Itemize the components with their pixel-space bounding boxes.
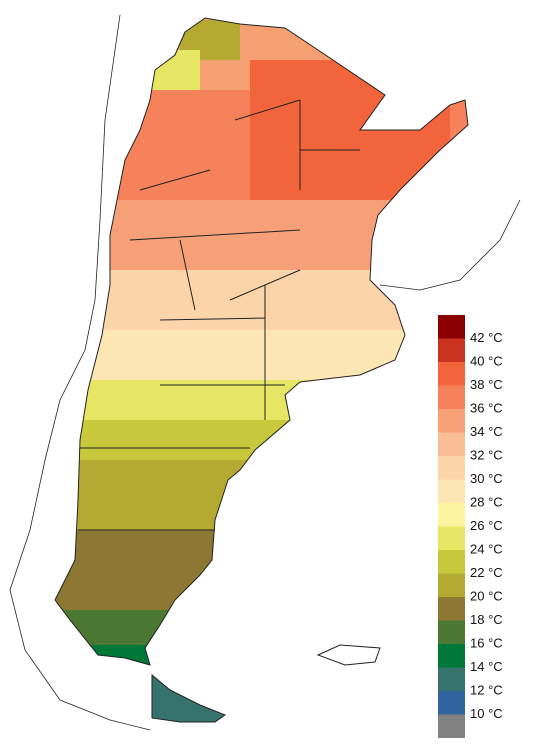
legend-label: 18 °C	[470, 612, 503, 627]
legend-swatch	[438, 714, 465, 738]
legend-swatch	[438, 667, 465, 691]
legend-label: 42 °C	[470, 330, 503, 345]
legend-label: 40 °C	[470, 353, 503, 368]
legend-label: 14 °C	[470, 659, 503, 674]
legend-swatch	[438, 362, 465, 386]
legend-label: 22 °C	[470, 565, 503, 580]
legend-swatch	[438, 644, 465, 668]
legend-swatch	[438, 479, 465, 503]
legend-swatch	[438, 456, 465, 480]
legend-label: 26 °C	[470, 518, 503, 533]
legend-label: 36 °C	[470, 400, 503, 415]
legend-swatch	[438, 409, 465, 433]
legend-label: 34 °C	[470, 424, 503, 439]
legend-swatch	[438, 315, 465, 339]
borders	[9, 14, 521, 731]
legend-label: 20 °C	[470, 588, 503, 603]
legend-swatch	[438, 503, 465, 527]
legend-swatch	[438, 691, 465, 715]
legend-label: 28 °C	[470, 494, 503, 509]
legend-swatch	[438, 597, 465, 621]
legend-swatch	[438, 573, 465, 597]
legend-label: 10 °C	[470, 706, 503, 721]
legend-swatch	[438, 338, 465, 362]
legend-swatch	[438, 526, 465, 550]
legend-label: 16 °C	[470, 635, 503, 650]
legend-label: 30 °C	[470, 471, 503, 486]
legend-label: 32 °C	[470, 447, 503, 462]
legend-label: 12 °C	[470, 682, 503, 697]
legend-swatch	[438, 620, 465, 644]
legend-swatch	[438, 432, 465, 456]
legend: 42 °C 40 °C 38 °C 36 °C 34 °C 32 °C 30 °C 28 °C…	[438, 315, 503, 738]
legend-swatch	[438, 385, 465, 409]
legend-swatch	[438, 550, 465, 574]
legend-label: 38 °C	[470, 377, 503, 392]
legend-label: 24 °C	[470, 541, 503, 556]
